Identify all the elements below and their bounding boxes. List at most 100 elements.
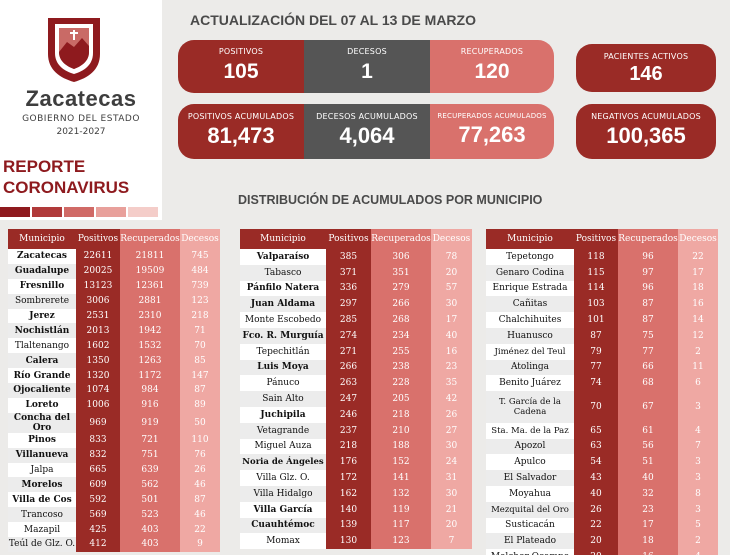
brand-panel: Zacatecas GOBIERNO DEL ESTADO 2021-2027 …	[0, 0, 162, 220]
cell-recuperados: 188	[371, 438, 431, 455]
cell-recuperados: 255	[371, 343, 431, 360]
brand-subtitle: GOBIERNO DEL ESTADO	[22, 114, 140, 124]
cell-municipio: Loreto	[8, 397, 76, 413]
cell-recuperados: 984	[120, 383, 180, 398]
cell-recuperados: 119	[371, 501, 431, 518]
positivos-acumulados-value: 81,473	[207, 123, 275, 148]
cell-positivos: 832	[76, 447, 120, 463]
cell-municipio: Pinos	[8, 432, 76, 448]
cell-positivos: 385	[326, 249, 371, 265]
cell-decesos: 2	[678, 343, 718, 360]
cell-positivos: 74	[574, 375, 618, 392]
table-row: Apozol 63 56 7	[486, 438, 718, 455]
table-row: Mezquital del Oro 26 23 3	[486, 501, 718, 518]
header-positivos: Positivos	[76, 229, 120, 249]
table-row: Miguel Auza 218 188 30	[240, 438, 472, 455]
cell-positivos: 218	[326, 438, 371, 455]
cell-positivos: 1350	[76, 353, 120, 369]
cell-municipio: Cañitas	[486, 296, 574, 313]
cell-recuperados: 523	[120, 507, 180, 523]
table-row: Enrique Estrada 114 96 18	[486, 280, 718, 297]
cell-positivos: 271	[326, 343, 371, 360]
cell-municipio: Villa de Cos	[8, 492, 76, 508]
header-municipio: Municipio	[8, 229, 76, 249]
cell-decesos: 78	[431, 249, 472, 265]
table-row: El Salvador 43 40 3	[486, 470, 718, 486]
cell-decesos: 46	[180, 507, 220, 523]
table-row: Pánfilo Natera 336 279 57	[240, 280, 472, 297]
table-row: Juchipila 246 218 26	[240, 406, 472, 423]
cell-recuperados: 132	[371, 485, 431, 502]
cell-positivos: 172	[326, 470, 371, 486]
cell-recuperados: 87	[618, 296, 678, 313]
cell-municipio: Pánuco	[240, 375, 326, 392]
cell-positivos: 162	[326, 485, 371, 502]
table-row: Chalchihuites 101 87 14	[486, 312, 718, 328]
cell-decesos: 8	[678, 485, 718, 502]
cell-positivos: 140	[326, 501, 371, 518]
cell-decesos: 27	[431, 422, 472, 439]
table-row: Melchor Ocampo20164	[486, 549, 718, 555]
cell-positivos: 20025	[76, 263, 120, 279]
recuperados-acumulados-box: RECUPERADOS ACUMULADOS 77,263	[430, 104, 554, 159]
cell-decesos: 3	[678, 454, 718, 471]
cell-recuperados: 141	[371, 470, 431, 486]
cell-decesos: 5	[678, 517, 718, 534]
table-row: Sta. Ma. de la Paz 65 61 4	[486, 422, 718, 439]
cell-positivos: 63	[574, 438, 618, 455]
positivos-label: POSITIVOS	[218, 47, 264, 56]
municipio-table-3: Municipio Positivos Recuperados Decesos …	[486, 229, 718, 555]
cell-positivos: 176	[326, 454, 371, 471]
cell-recuperados: 117	[371, 517, 431, 534]
table-row: Zacatecas 22611 21811 745	[8, 249, 220, 264]
cell-positivos: 22	[574, 517, 618, 534]
municipio-table-2: Municipio Positivos Recuperados Decesos …	[240, 229, 472, 550]
cell-decesos: 4	[678, 549, 718, 555]
recuperados-acumulados-label: RECUPERADOS ACUMULADOS	[437, 112, 547, 120]
cell-positivos: 115	[574, 264, 618, 281]
cell-decesos: 46	[180, 477, 220, 493]
cell-municipio: Valparaíso	[240, 249, 326, 265]
table-row: Loreto 1006 916 89	[8, 397, 220, 413]
cell-recuperados: 403	[120, 537, 180, 552]
header-decesos: Decesos	[431, 229, 472, 249]
table-row: Huanusco 87 75 12	[486, 327, 718, 344]
recuperados-value: 120	[474, 60, 510, 83]
table-row: Nochistlán 2013 1942 71	[8, 323, 220, 339]
cell-positivos: 247	[326, 391, 371, 407]
cell-decesos: 87	[180, 492, 220, 508]
activos-label: PACIENTES ACTIVOS	[603, 52, 689, 61]
cell-decesos: 3	[678, 470, 718, 486]
cell-positivos: 569	[76, 507, 120, 523]
stripe-3	[64, 207, 94, 217]
cell-positivos: 665	[76, 462, 120, 478]
negativos-acumulados-label: NEGATIVOS ACUMULADOS	[591, 112, 701, 121]
table-row: Monte Escobedo 285 268 17	[240, 312, 472, 328]
cell-recuperados: 67	[618, 391, 678, 423]
cell-municipio: Morelos	[8, 477, 76, 493]
cell-decesos: 26	[180, 462, 220, 478]
cell-recuperados: 16	[618, 549, 678, 555]
cell-recuperados: 1942	[120, 323, 180, 339]
table-row: El Plateado 20 18 2	[486, 533, 718, 550]
cell-positivos: 40	[574, 485, 618, 502]
decesos-value: 1	[361, 60, 373, 83]
cell-decesos: 16	[431, 343, 472, 360]
brand-name: Zacatecas	[25, 86, 137, 111]
cell-municipio: Fresnillo	[8, 278, 76, 294]
table-row: Atolinga 77 66 11	[486, 359, 718, 376]
cell-positivos: 297	[326, 296, 371, 313]
positivos-value: 105	[223, 60, 259, 83]
stripe-5	[128, 207, 158, 217]
cell-recuperados: 61	[618, 422, 678, 439]
cell-positivos: 26	[574, 501, 618, 518]
cell-recuperados: 266	[371, 296, 431, 313]
cell-decesos: 57	[431, 280, 472, 297]
cell-recuperados: 97	[618, 264, 678, 281]
cell-municipio: Ojocaliente	[8, 383, 76, 398]
header-municipio: Municipio	[240, 229, 326, 249]
table-row: Villa de Cos 592 501 87	[8, 492, 220, 508]
cell-positivos: 1320	[76, 368, 120, 384]
cell-recuperados: 68	[618, 375, 678, 392]
table-row: Ojocaliente 1074 984 87	[8, 383, 220, 398]
